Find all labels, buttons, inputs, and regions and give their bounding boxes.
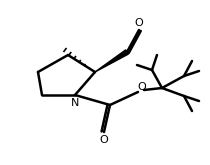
Polygon shape	[95, 50, 128, 72]
Text: N: N	[71, 98, 79, 108]
Text: O: O	[135, 18, 143, 28]
Text: O: O	[138, 82, 146, 92]
Text: O: O	[100, 135, 108, 145]
